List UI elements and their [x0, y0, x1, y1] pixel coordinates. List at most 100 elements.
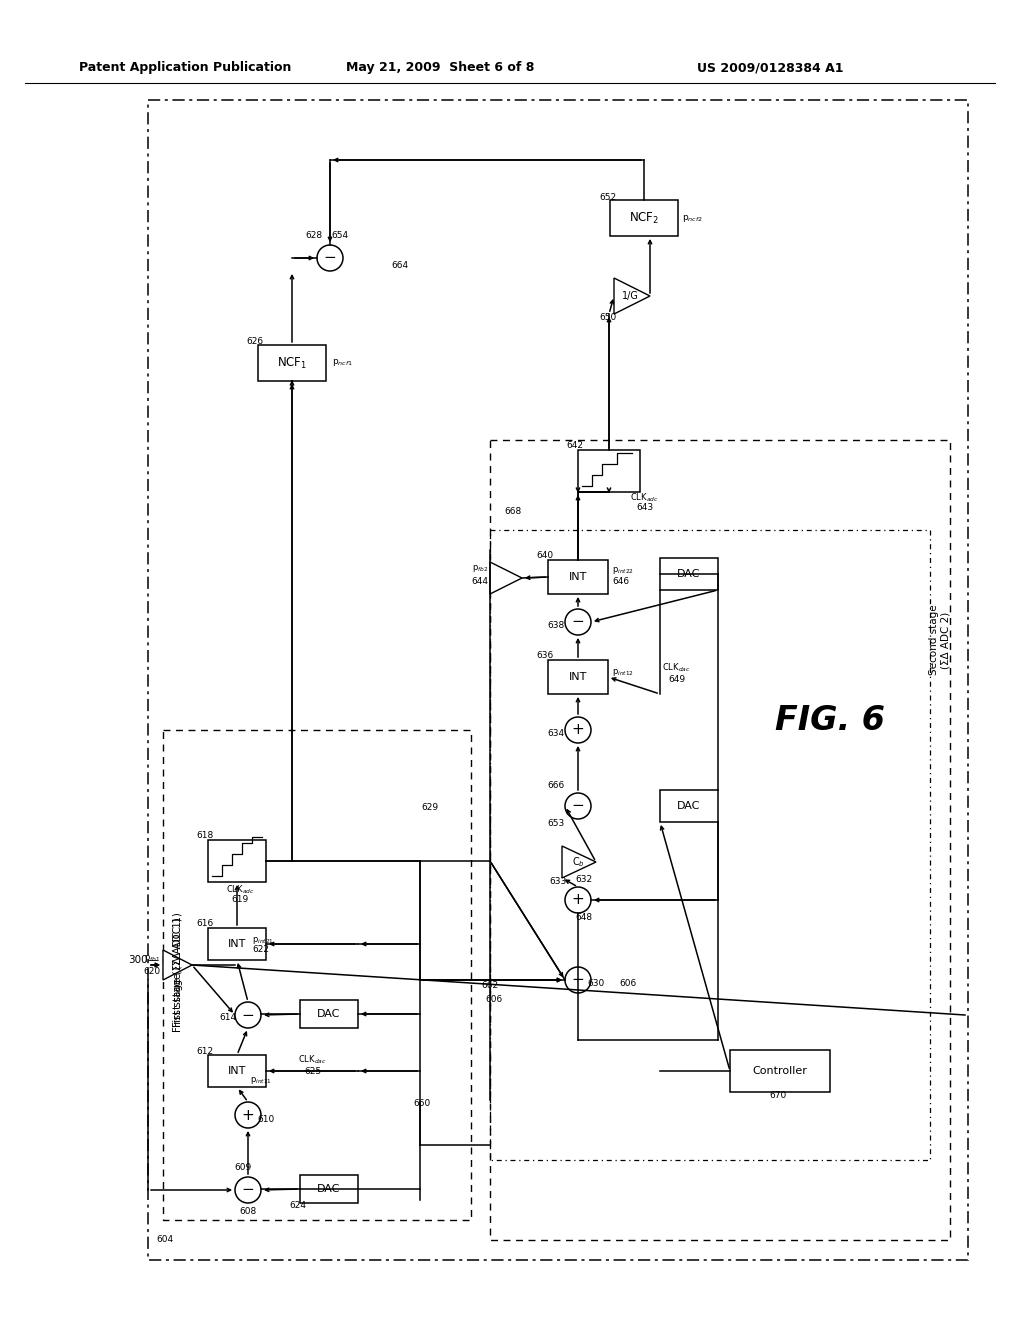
- Bar: [730, 1049, 830, 1092]
- Circle shape: [565, 887, 591, 913]
- Bar: [548, 660, 608, 694]
- Text: 636: 636: [537, 652, 554, 660]
- Text: −: −: [571, 799, 585, 813]
- Text: US 2009/0128384 A1: US 2009/0128384 A1: [696, 62, 843, 74]
- Text: −: −: [242, 1183, 254, 1197]
- Bar: [208, 1055, 266, 1086]
- Text: p$_{fb2}$: p$_{fb2}$: [472, 562, 488, 573]
- Polygon shape: [490, 562, 522, 594]
- Text: INT: INT: [227, 1067, 246, 1076]
- Text: 614: 614: [219, 1014, 237, 1023]
- Text: INT: INT: [227, 939, 246, 949]
- Text: 608: 608: [240, 1208, 257, 1217]
- Text: DAC: DAC: [677, 801, 700, 810]
- Text: 646: 646: [612, 578, 629, 586]
- Text: Controller: Controller: [753, 1067, 808, 1076]
- Text: p$_{int11}$: p$_{int11}$: [250, 1074, 272, 1085]
- Text: 640: 640: [537, 552, 554, 561]
- Text: FIG. 6: FIG. 6: [775, 704, 885, 737]
- Text: 634: 634: [548, 729, 564, 738]
- Text: CLK$_{dac}$: CLK$_{dac}$: [298, 1053, 327, 1067]
- Text: CLK$_{adc}$: CLK$_{adc}$: [630, 492, 658, 504]
- Text: 652: 652: [599, 193, 616, 202]
- Bar: [148, 100, 968, 1261]
- Text: 622: 622: [252, 945, 269, 954]
- Circle shape: [234, 1102, 261, 1129]
- Text: 643: 643: [636, 503, 653, 512]
- Text: −: −: [324, 251, 336, 265]
- Text: INT: INT: [568, 572, 587, 582]
- Bar: [300, 1001, 358, 1028]
- Text: p$_{ncf2}$: p$_{ncf2}$: [682, 213, 702, 223]
- Text: 610: 610: [257, 1114, 274, 1123]
- Polygon shape: [163, 950, 193, 979]
- Text: Patent Application Publication: Patent Application Publication: [79, 62, 291, 74]
- Text: p$_{int21}$: p$_{int21}$: [252, 935, 273, 945]
- Text: 648: 648: [575, 913, 593, 923]
- Bar: [660, 558, 718, 590]
- Text: INT: INT: [568, 672, 587, 682]
- Text: 644: 644: [471, 578, 488, 586]
- Text: 624: 624: [290, 1201, 306, 1210]
- Text: p$_{int22}$: p$_{int22}$: [612, 565, 634, 576]
- Bar: [660, 789, 718, 822]
- Text: 612: 612: [197, 1047, 214, 1056]
- Bar: [490, 440, 950, 1239]
- Text: DAC: DAC: [317, 1184, 341, 1195]
- Text: NCF$_1$: NCF$_1$: [276, 355, 307, 371]
- Text: 629: 629: [422, 804, 438, 813]
- Text: 668: 668: [505, 507, 521, 516]
- Text: 625: 625: [304, 1068, 322, 1077]
- Text: 630: 630: [588, 979, 604, 989]
- Text: p$_{fb1}$: p$_{fb1}$: [143, 953, 160, 964]
- Text: 606: 606: [485, 995, 503, 1005]
- Text: C$_b$: C$_b$: [571, 855, 585, 869]
- Text: 666: 666: [548, 781, 564, 791]
- Text: +: +: [571, 892, 585, 908]
- Polygon shape: [562, 846, 596, 878]
- Text: 662: 662: [481, 982, 499, 990]
- Text: 626: 626: [247, 338, 263, 346]
- Text: 619: 619: [231, 895, 249, 904]
- Circle shape: [565, 968, 591, 993]
- Bar: [258, 345, 326, 381]
- Text: 628: 628: [305, 231, 323, 240]
- Circle shape: [565, 609, 591, 635]
- Text: Second stage
(ΣΔ ADC 2): Second stage (ΣΔ ADC 2): [929, 605, 951, 676]
- Text: 654: 654: [332, 231, 348, 240]
- Text: 606: 606: [620, 979, 637, 989]
- Text: DAC: DAC: [677, 569, 700, 579]
- Text: 638: 638: [548, 620, 564, 630]
- Bar: [163, 730, 471, 1220]
- Bar: [548, 560, 608, 594]
- Text: First stage (ΣΔ ADC 1): First stage (ΣΔ ADC 1): [173, 912, 183, 1027]
- Circle shape: [234, 1002, 261, 1028]
- Text: 609: 609: [234, 1163, 252, 1172]
- Text: May 21, 2009  Sheet 6 of 8: May 21, 2009 Sheet 6 of 8: [346, 62, 535, 74]
- Text: 649: 649: [668, 676, 685, 685]
- Text: 642: 642: [566, 441, 584, 450]
- Text: p$_{ncf1}$: p$_{ncf1}$: [332, 358, 353, 368]
- Text: 300—: 300—: [128, 954, 158, 965]
- Text: 633: 633: [549, 878, 566, 887]
- Circle shape: [234, 1177, 261, 1203]
- Text: p$_{int12}$: p$_{int12}$: [612, 667, 634, 677]
- Text: 660: 660: [414, 1098, 431, 1107]
- Text: CLK$_{dac}$: CLK$_{dac}$: [662, 661, 690, 675]
- Text: 616: 616: [197, 920, 214, 928]
- Text: −: −: [571, 973, 585, 987]
- Circle shape: [317, 246, 343, 271]
- Circle shape: [565, 717, 591, 743]
- Text: 670: 670: [769, 1092, 786, 1101]
- Bar: [208, 840, 266, 882]
- Bar: [578, 450, 640, 492]
- Text: +: +: [571, 722, 585, 738]
- Text: 1/G: 1/G: [622, 290, 638, 301]
- Bar: [208, 928, 266, 960]
- Bar: [610, 201, 678, 236]
- Text: +: +: [242, 1107, 254, 1122]
- Bar: [300, 1175, 358, 1203]
- Text: 653: 653: [548, 820, 564, 829]
- Text: −: −: [242, 1007, 254, 1023]
- Text: NCF$_2$: NCF$_2$: [629, 210, 659, 226]
